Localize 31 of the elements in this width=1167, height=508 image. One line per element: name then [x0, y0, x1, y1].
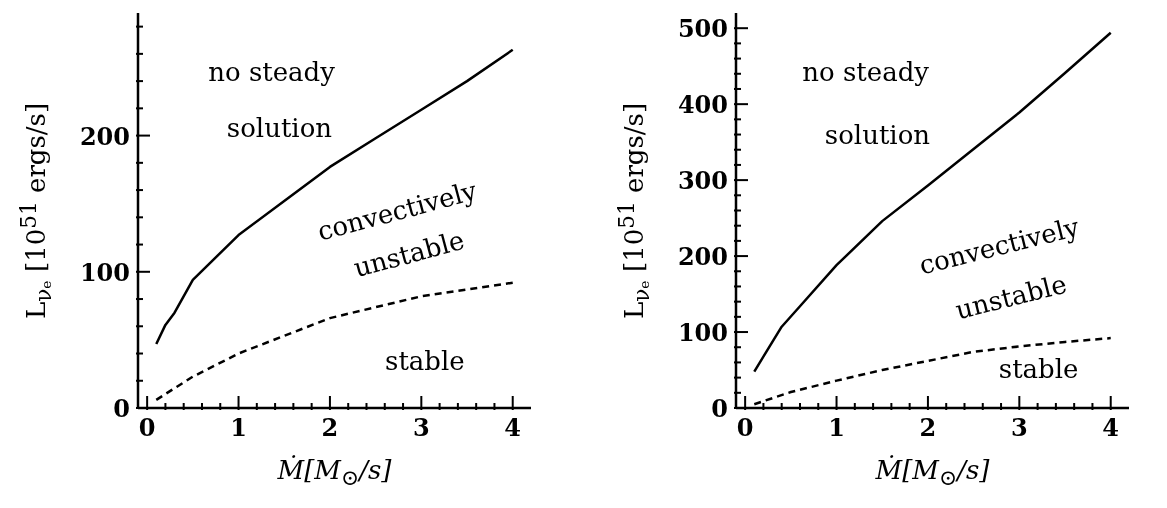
x-axis-title: Ṁ[M$_{⊙}$/s] [874, 455, 991, 491]
y-tick-label: 400 [677, 90, 728, 120]
annotation: solution [226, 112, 333, 143]
x-tick-label: 3 [1010, 413, 1028, 442]
line-series [155, 48, 514, 346]
annotation: solution [824, 120, 931, 151]
x-tick-label: 4 [504, 413, 522, 442]
x-tick-label: 3 [412, 413, 430, 442]
annotation: unstable [952, 269, 1070, 326]
y-tick-label: 500 [677, 14, 728, 44]
x-tick-label: 2 [919, 413, 937, 442]
y-tick-label: 200 [677, 242, 728, 272]
y-tick-label: 200 [79, 121, 130, 151]
x-tick-label: 0 [736, 413, 754, 442]
x-axis-title: Ṁ[M$_{⊙}$/s] [276, 455, 393, 491]
y-tick-label: 300 [677, 166, 728, 196]
line-series [753, 336, 1112, 406]
x-tick-label: 2 [321, 413, 339, 442]
x-tick-label: 1 [230, 413, 247, 442]
x-tick-label: 0 [138, 413, 156, 442]
y-tick-label: 0 [711, 394, 728, 423]
annotation: stable [998, 353, 1079, 384]
line-series [155, 281, 514, 402]
annotation: stable [385, 345, 465, 376]
y-tick-label: 0 [113, 394, 130, 423]
y-tick-label: 100 [79, 257, 130, 287]
y-tick-label: 100 [677, 318, 728, 348]
x-tick-label: 1 [828, 413, 845, 442]
annotation: no steady [208, 57, 335, 88]
x-tick-label: 4 [1102, 413, 1120, 442]
annotation: no steady [802, 57, 930, 88]
